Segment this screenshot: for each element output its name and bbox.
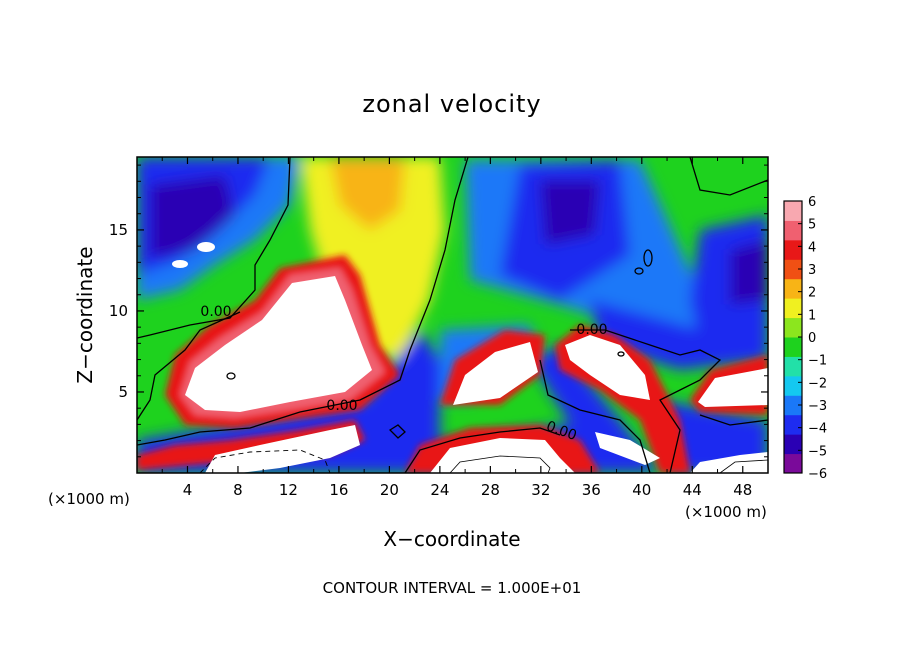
- x-tick-label: 16: [329, 481, 348, 499]
- x-tick-label: 24: [430, 481, 449, 499]
- colorbar-swatch: [784, 298, 802, 319]
- contour-interval-note: CONTOUR INTERVAL = 1.000E+01: [323, 579, 582, 597]
- colorbar-swatch: [784, 201, 802, 221]
- zero-contours: [137, 157, 768, 473]
- colorbar-tick-label: 1: [808, 308, 816, 323]
- x-tick-label: 8: [233, 481, 243, 499]
- colorbar-swatch: [784, 317, 802, 338]
- x-tick-label: 36: [582, 481, 601, 499]
- heatmap-field: [137, 157, 768, 473]
- x-tick-label: 40: [632, 481, 651, 499]
- contour-label: 0.00: [326, 398, 357, 414]
- colorbar-swatch: [784, 434, 802, 455]
- colorbar-tick-label: 5: [808, 218, 816, 233]
- colorbar-tick-label: 4: [808, 240, 816, 255]
- colorbar-swatch: [784, 220, 802, 241]
- x-axis: 4 8 12 16 20 24 28 32 36 40 44 48: [161, 157, 752, 499]
- y-tick-label: 10: [109, 302, 128, 320]
- colorbar-tick-label: 3: [808, 263, 816, 278]
- contour-label: 0.00: [200, 304, 231, 320]
- colorbar-swatch: [784, 278, 802, 299]
- x-tick-label: 20: [380, 481, 399, 499]
- chart-title: zonal velocity: [362, 90, 541, 118]
- colorbar-swatch: [784, 356, 802, 377]
- colorbar-tick-label: 0: [808, 331, 816, 346]
- x-tick-label: 32: [531, 481, 550, 499]
- colorbar-swatch: [784, 259, 802, 280]
- contour-label: 0.00: [576, 322, 607, 338]
- colorbar-tick-label: −4: [808, 422, 827, 437]
- saturated-regions: [172, 242, 768, 473]
- colorbar-tick-label: −5: [808, 444, 827, 459]
- colorbar-tick-label: −3: [808, 399, 827, 414]
- colorbar-tick-label: −6: [808, 467, 827, 482]
- colorbar-tick-label: 6: [808, 195, 816, 210]
- x-tick-label: 28: [481, 481, 500, 499]
- colorbar-swatch: [784, 395, 802, 416]
- colorbar-swatch: [784, 453, 802, 474]
- x-unit-right: (×1000 m): [685, 503, 767, 521]
- colorbar-swatch: [784, 239, 802, 260]
- y-axis-label: Z−coordinate: [73, 246, 97, 383]
- y-tick-label: 5: [118, 383, 128, 401]
- y-tick-label: 15: [109, 221, 128, 239]
- plot-frame: [136, 156, 769, 474]
- x-tick-label: 12: [279, 481, 298, 499]
- colorbar-swatch: [784, 375, 802, 396]
- colorbar-tick-label: 2: [808, 286, 816, 301]
- colorbar-swatch: [784, 414, 802, 435]
- x-tick-label: 44: [683, 481, 702, 499]
- x-tick-label: 4: [183, 481, 193, 499]
- y-axis: 5 10 15: [109, 164, 768, 458]
- colorbar-tick-label: −1: [808, 354, 827, 369]
- x-tick-label: 48: [733, 481, 752, 499]
- x-unit-left: (×1000 m): [48, 490, 130, 508]
- colorbar-swatch: [784, 337, 802, 357]
- colorbar: 6 5 4 3 2 1 0 −1 −2 −3 −4 −5 −6: [783, 195, 827, 482]
- colorbar-tick-label: −2: [808, 376, 827, 391]
- x-axis-label: X−coordinate: [383, 527, 520, 551]
